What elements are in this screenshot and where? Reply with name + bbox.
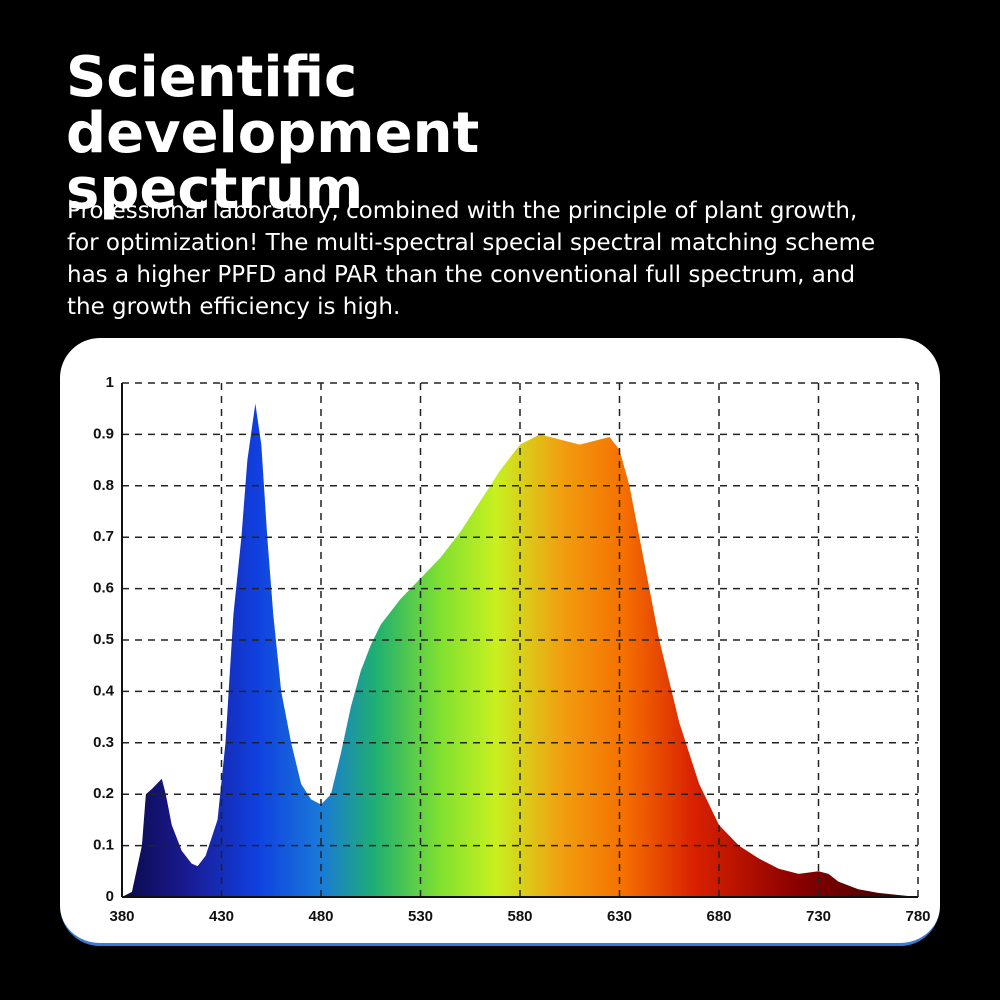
- x-tick-label: 380: [109, 908, 134, 925]
- x-tick-label: 430: [209, 908, 234, 925]
- spectrum-area: [122, 403, 918, 897]
- y-tick-label: 0.4: [93, 682, 115, 699]
- y-tick-label: 0.7: [93, 528, 114, 545]
- y-tick-label: 0.3: [93, 734, 114, 751]
- x-tick-label: 480: [308, 908, 333, 925]
- x-tick-label: 730: [806, 908, 831, 925]
- y-tick-label: 0.8: [93, 477, 114, 494]
- x-tick-label: 530: [408, 908, 433, 925]
- y-tick-label: 0.9: [93, 425, 114, 442]
- title: Scientific development spectrum: [66, 45, 480, 222]
- y-tick-label: 0.1: [93, 837, 114, 854]
- y-tick-label: 0.5: [93, 631, 114, 648]
- y-tick-label: 1: [106, 374, 114, 391]
- x-tick-label: 630: [607, 908, 632, 925]
- x-tick-label: 580: [507, 908, 532, 925]
- y-tick-label: 0.6: [93, 580, 114, 597]
- x-tick-label: 680: [706, 908, 731, 925]
- y-tick-label: 0: [106, 888, 114, 905]
- subtitle: Professional laboratory, combined with t…: [67, 198, 876, 320]
- x-tick-label: 780: [905, 908, 930, 925]
- y-tick-label: 0.2: [93, 785, 114, 802]
